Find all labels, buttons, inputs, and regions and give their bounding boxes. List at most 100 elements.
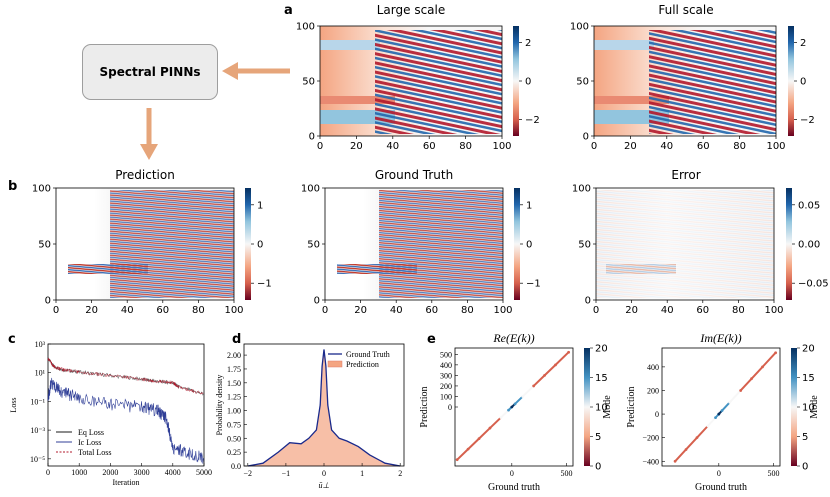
panel-e2-colorbar-label: Mode xyxy=(809,395,820,419)
panel-b-prediction: Prediction xyxy=(55,168,235,301)
panel-e1-diagonal-segment xyxy=(514,395,524,405)
panel-b1-xtick-label: 40 xyxy=(121,305,134,316)
panel-e2-ytick-label: −400 xyxy=(642,457,659,466)
panel-d-xtick-label: 1 xyxy=(360,469,364,478)
panel-e2-axes xyxy=(661,347,781,467)
panel-c-ytick-label: 10¹ xyxy=(35,369,46,378)
panel-a-large-scale: Large scale xyxy=(319,3,503,137)
panel-e1-colorbar-tick-label: 15 xyxy=(595,373,608,384)
panel-e1-colorbar-tick-label: 0 xyxy=(595,462,601,473)
panel-c-ytick-label: 10³ xyxy=(35,340,46,349)
panel-a2-xtick-label: 0 xyxy=(591,141,597,152)
colorbar-a2 xyxy=(788,26,794,136)
panel-e1-diagonal-segment xyxy=(543,364,557,377)
panel-a1-xtick-label: 20 xyxy=(350,141,363,152)
panel-c-ytick-label: 10⁻³ xyxy=(30,426,45,435)
panel-b2-xtick-label: 0 xyxy=(322,305,328,316)
panel-c-xtick-label: 4000 xyxy=(165,468,181,477)
panel-e1-diagonal-segment xyxy=(532,374,546,387)
panel-e1-colorbar-tick-label: 20 xyxy=(595,344,608,355)
colorbar-b2-tick-label: 0 xyxy=(526,240,532,251)
panel-e2-point xyxy=(739,389,743,392)
panel-b3-xtick-label: 100 xyxy=(764,305,783,316)
panel-e2-diagonal-segment xyxy=(721,401,731,412)
panel-b2-ytick-label: 100 xyxy=(301,184,320,195)
panel-b1-xtick-label: 60 xyxy=(156,305,169,316)
panel-e2-colorbar xyxy=(791,348,797,466)
panel-a1-xtick-label: 0 xyxy=(317,141,323,152)
panel-b2-xtick-label: 40 xyxy=(390,305,403,316)
panel-e2-xlabel: Ground truth xyxy=(695,482,747,493)
panel-e1-point xyxy=(499,416,503,419)
panel-e1-diagonal-segment xyxy=(500,409,510,419)
panel-e2-point xyxy=(750,377,753,381)
panel-b1-ytick-label: 50 xyxy=(38,240,51,251)
panel-a2-xtick-label: 100 xyxy=(766,141,785,152)
panel-d-ytick-label: 0.50 xyxy=(227,434,241,443)
panel-e1-colorbar xyxy=(584,348,590,466)
panel-b3-ytick-label: 0 xyxy=(585,296,591,307)
panel-e1-colorbar-label: Mode xyxy=(602,395,613,419)
panel-c-legend-label: Eq Loss xyxy=(78,428,104,437)
loss-curve-ic-loss xyxy=(47,377,204,464)
spectral-pinns-label: Spectral PINNs xyxy=(99,65,201,79)
panel-c-xlabel: Iteration xyxy=(112,478,139,487)
panel-e1-point xyxy=(455,458,459,462)
panel-label-d: d xyxy=(232,332,241,347)
panel-e2-colorbar-tick-label: 15 xyxy=(802,373,815,384)
panel-b2-ytick-label: 0 xyxy=(314,296,320,307)
panel-e2-title: Im(E(k)) xyxy=(699,331,741,345)
panel-e1-point xyxy=(477,437,481,441)
panel-d-ytick-label: 0.25 xyxy=(227,448,241,457)
panel-b3-xtick-label: 80 xyxy=(732,305,745,316)
panel-c-xtick-label: 0 xyxy=(46,468,50,477)
panel-b3-xtick-label: 20 xyxy=(625,305,638,316)
panel-a2-xtick-label: 60 xyxy=(697,141,710,152)
panel-d-ytick-label: 1.00 xyxy=(227,407,241,416)
panel-a2-xtick-label: 20 xyxy=(624,141,637,152)
colorbar-b2-tick-label: 1 xyxy=(526,200,532,211)
panel-e2-diagonal-segment xyxy=(685,437,698,451)
panel-c-xtick-label: 3000 xyxy=(134,468,150,477)
loss-curve-total-loss xyxy=(47,358,204,395)
panel-b1-ytick-label: 0 xyxy=(45,296,51,307)
panel-e1-point xyxy=(521,395,525,398)
panel-e2-colorbar-tick-label: 0 xyxy=(802,462,808,473)
panel-e2-point xyxy=(673,459,677,463)
panel-a1-xtick-label: 80 xyxy=(459,141,472,152)
panel-e2-xtick-label: 500 xyxy=(767,469,779,478)
colorbar-a1-tick-label: 2 xyxy=(525,38,531,49)
arrow-down xyxy=(140,108,158,160)
panel-e1-point xyxy=(513,402,517,406)
colorbar-b3-tick-label: −0.05 xyxy=(798,279,829,290)
panel-e2-ytick-label: −200 xyxy=(642,434,659,443)
panel-b-title-error: Error xyxy=(671,168,700,182)
panel-e1-ytick-label: 300 xyxy=(440,371,452,380)
panel-c-ylabel: Loss xyxy=(9,397,18,412)
panel-e2-point xyxy=(774,351,778,355)
panel-d-legend-swatch xyxy=(327,360,343,368)
panel-e2-ylabel: Prediction xyxy=(626,386,637,427)
panel-e2-point xyxy=(706,424,710,428)
panel-d-ytick-label: 0.0 xyxy=(231,462,241,471)
panel-a2-ytick-label: 0 xyxy=(583,132,589,143)
panel-e1-xlabel: Ground truth xyxy=(488,482,540,493)
colorbar-a1-tick-label: −2 xyxy=(525,115,540,126)
panel-e1-point xyxy=(532,384,536,388)
panel-e2-point xyxy=(728,400,732,404)
panel-e2-diagonal-segment xyxy=(696,425,709,439)
panel-d-xtick-label: 0 xyxy=(322,469,326,478)
panel-e1-point xyxy=(488,426,492,430)
panel-e1-ytick-label: 500 xyxy=(440,350,452,359)
panel-e2-diagonal-segment xyxy=(750,366,764,380)
panel-e1-diagonal-segment xyxy=(478,427,491,440)
arrow-to-box xyxy=(222,62,290,80)
panel-d-xtick-label: −1 xyxy=(282,469,291,478)
colorbar-b3-tick-label: 0.00 xyxy=(798,240,820,251)
panel-e2-diagonal-segment xyxy=(761,352,777,368)
panel-label-b: b xyxy=(8,179,17,194)
panel-e1-point xyxy=(554,363,557,367)
panel-e2-xtick-label: 0 xyxy=(717,469,721,478)
panel-d-ytick-label: 0.75 xyxy=(227,420,241,429)
panel-b1-xtick-label: 100 xyxy=(224,305,243,316)
